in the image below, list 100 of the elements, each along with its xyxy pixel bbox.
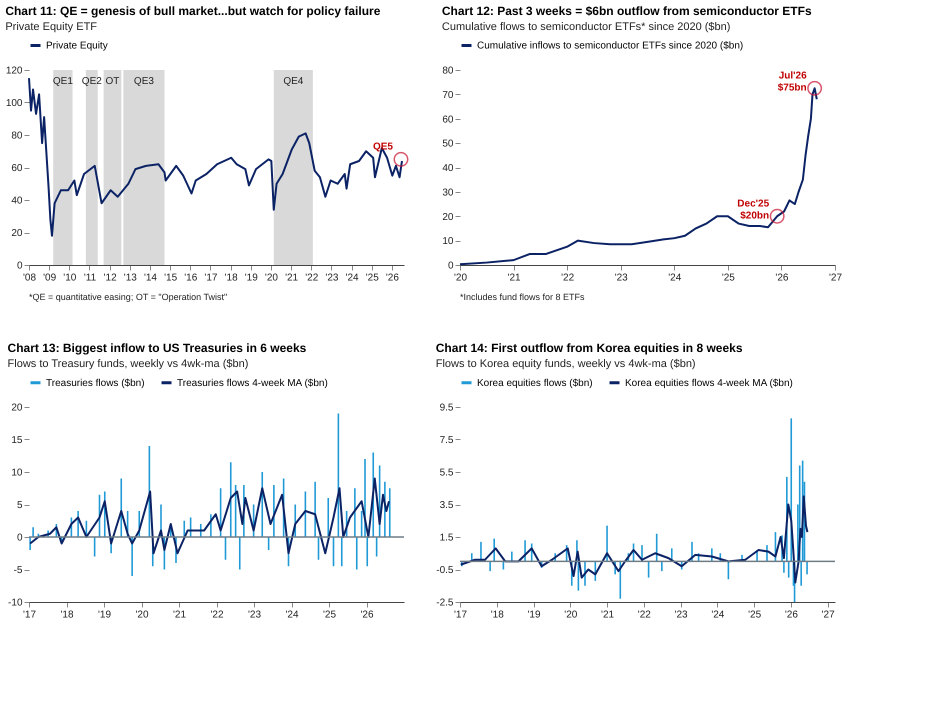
x-tick-label: '18 bbox=[60, 610, 74, 620]
y-tick-label: 50 bbox=[442, 138, 454, 150]
x-tick-label: '08 bbox=[22, 272, 36, 284]
y-tick-label: 40 bbox=[11, 196, 23, 206]
legend-label: Treasuries flows 4-week MA ($bn) bbox=[177, 378, 328, 389]
y-tick-label: -10 bbox=[8, 598, 23, 608]
x-tick-label: '20 bbox=[264, 272, 278, 284]
x-tick-label: '18 bbox=[490, 610, 504, 620]
y-tick-label: 10 bbox=[11, 468, 23, 478]
x-tick-label: '14 bbox=[144, 272, 158, 284]
x-tick-label: '19 bbox=[528, 610, 541, 620]
y-tick-label: 30 bbox=[442, 187, 454, 198]
x-tick-label: '20 bbox=[564, 610, 578, 620]
y-tick-label: 80 bbox=[11, 130, 23, 142]
x-tick-label: '22 bbox=[638, 610, 652, 620]
chart-title: Chart 12: Past 3 weeks = $6bn outflow from semiconductor ETFs bbox=[442, 4, 812, 18]
x-tick-label: '25 bbox=[366, 272, 380, 284]
x-tick-label: '27 bbox=[828, 272, 842, 284]
text: *Includes fund flows for 8 ETFs bbox=[460, 292, 586, 302]
chart-title: Chart 14: First outflow from Korea equities in 8 weeks bbox=[436, 341, 743, 355]
x-tick-label: '21 bbox=[508, 272, 522, 284]
y-tick-label: 0 bbox=[16, 532, 23, 544]
x-tick-label: '25 bbox=[748, 610, 762, 620]
x-tick-label: '25 bbox=[322, 610, 336, 620]
x-tick-label: '21 bbox=[285, 272, 299, 284]
x-tick-label: '26 bbox=[775, 272, 789, 284]
text: *QE = quantitative easing; OT = "Operation Twist" bbox=[29, 292, 228, 302]
band-label: QE3 bbox=[134, 76, 154, 87]
y-tick-label: 1.5 bbox=[440, 532, 454, 544]
x-tick-label: '24 bbox=[346, 272, 360, 284]
annotation: Dec'25 $20bn bbox=[737, 198, 770, 222]
x-tick-label: '24 bbox=[668, 272, 682, 284]
y-tick-label: 20 bbox=[11, 228, 23, 239]
x-tick-label: '17 bbox=[22, 610, 36, 620]
x-tick-label: '26 bbox=[360, 610, 374, 620]
legend-label: Treasuries flows ($bn) bbox=[46, 378, 145, 389]
chart-title: Chart 11: QE = genesis of bull market...but watch for policy failure bbox=[5, 4, 381, 18]
x-tick-label: '13 bbox=[124, 272, 138, 284]
y-tick-label: 100 bbox=[6, 98, 23, 109]
x-tick-label: '22 bbox=[210, 610, 224, 620]
y-tick-label: 9.5 bbox=[440, 402, 454, 414]
y-tick-label: 80 bbox=[442, 66, 454, 76]
x-tick-label: '17 bbox=[204, 272, 218, 284]
x-tick-label: '18 bbox=[224, 272, 238, 284]
x-tick-label: '21 bbox=[601, 610, 615, 620]
x-tick-label: '27 bbox=[822, 610, 836, 620]
legend-label: Korea equities flows 4-week MA ($bn) bbox=[625, 378, 793, 389]
x-tick-label: '23 bbox=[614, 272, 628, 284]
x-tick-label: '12 bbox=[104, 272, 118, 284]
legend-label: Private Equity bbox=[46, 40, 108, 52]
x-tick-label: '17 bbox=[454, 610, 468, 620]
x-tick-label: '23 bbox=[248, 610, 262, 620]
x-tick-label: '23 bbox=[325, 272, 339, 284]
y-tick-label: 20 bbox=[442, 212, 454, 223]
x-tick-label: '24 bbox=[285, 610, 299, 620]
chart-subtitle: Cumulative flows to semiconductor ETFs* since 2020 ($bn) bbox=[442, 21, 730, 33]
y-tick-label: 70 bbox=[442, 90, 454, 101]
chart-subtitle: Private Equity ETF bbox=[5, 21, 98, 33]
x-tick-label: '20 bbox=[135, 610, 149, 620]
band-label: QE2 bbox=[82, 76, 102, 87]
y-tick-label: 0 bbox=[448, 260, 454, 272]
legend-label: Korea equities flows ($bn) bbox=[477, 378, 593, 389]
y-tick-label: 15 bbox=[11, 435, 23, 446]
y-tick-label: 7.5 bbox=[440, 435, 454, 446]
x-tick-label: '22 bbox=[561, 272, 575, 284]
x-tick-label: '23 bbox=[674, 610, 688, 620]
y-tick-label: 5.5 bbox=[440, 468, 454, 478]
band-label: OT bbox=[106, 76, 120, 87]
annotation: QE5 bbox=[372, 141, 394, 152]
x-tick-label: '26 bbox=[386, 272, 400, 284]
y-tick-label: 5 bbox=[16, 500, 23, 511]
x-tick-label: '19 bbox=[244, 272, 258, 284]
x-tick-label: '25 bbox=[722, 272, 736, 284]
y-tick-label: 0 bbox=[16, 260, 23, 272]
x-tick-label: '26 bbox=[784, 610, 798, 620]
x-tick-label: '21 bbox=[172, 610, 186, 620]
y-tick-label: 3.5 bbox=[440, 500, 454, 511]
x-tick-label: '11 bbox=[84, 272, 97, 284]
y-tick-label: 10 bbox=[442, 236, 454, 248]
chart-subtitle: Flows to Korea equity funds, weekly vs 4wk-ma ($bn) bbox=[436, 358, 696, 370]
y-tick-label: 60 bbox=[11, 163, 23, 174]
y-tick-label: 120 bbox=[6, 66, 23, 76]
band-label: QE1 bbox=[52, 76, 74, 87]
x-tick-label: '09 bbox=[43, 272, 57, 284]
x-tick-label: '15 bbox=[164, 272, 178, 284]
x-tick-label: '24 bbox=[711, 610, 725, 620]
x-tick-label: '19 bbox=[98, 610, 112, 620]
annotation: Jul'26 $75bn bbox=[778, 70, 808, 94]
legend-label: Cumulative inflows to semiconductor ETFs since 2020 ($bn) bbox=[477, 40, 744, 52]
chart-title: Chart 13: Biggest inflow to US Treasuries in 6 weeks bbox=[8, 341, 307, 355]
y-tick-label: 40 bbox=[442, 163, 454, 174]
y-tick-label: -0.5 bbox=[436, 565, 454, 576]
x-tick-label: '22 bbox=[305, 272, 319, 284]
x-tick-label: '16 bbox=[184, 272, 198, 284]
y-tick-label: 60 bbox=[442, 114, 454, 126]
x-tick-label: '20 bbox=[454, 272, 468, 284]
y-tick-label: -5 bbox=[14, 565, 23, 576]
y-tick-label: -2.5 bbox=[436, 598, 454, 608]
band-label: QE4 bbox=[283, 76, 304, 87]
x-tick-label: '10 bbox=[63, 272, 77, 284]
